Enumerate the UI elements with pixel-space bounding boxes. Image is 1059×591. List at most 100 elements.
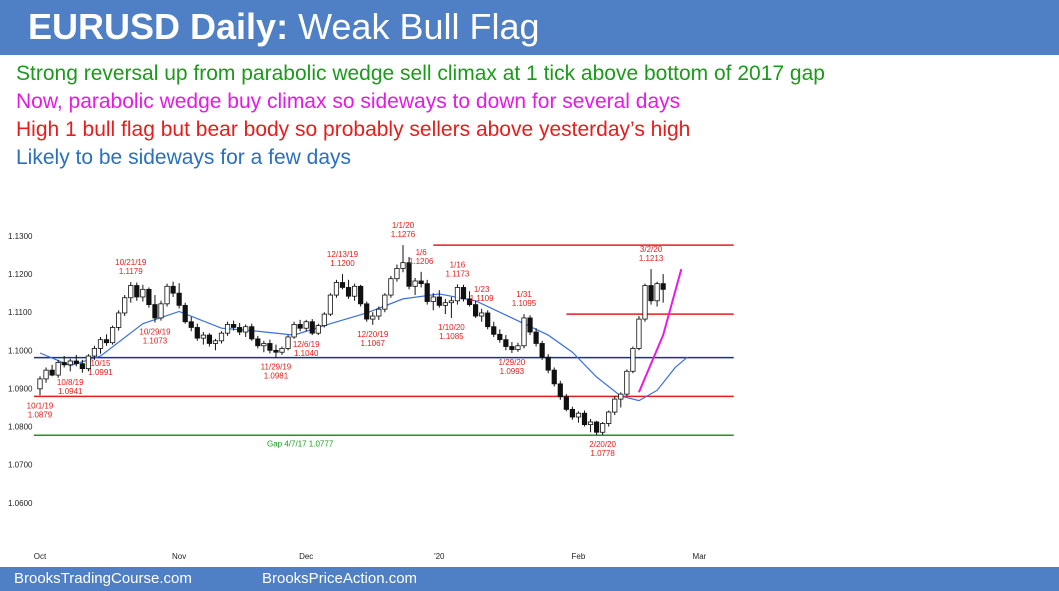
candle-body: [497, 333, 503, 341]
annotation-label: 10/15: [90, 359, 111, 368]
candle-body: [43, 369, 49, 380]
candle-body: [73, 360, 79, 365]
candle-body: [345, 287, 352, 297]
candle-body: [485, 312, 491, 328]
y-tick-label: 1.1200: [8, 270, 33, 279]
annotation-label: 10/21/19: [115, 258, 147, 267]
candle-body: [218, 332, 225, 342]
candle-body: [146, 288, 152, 305]
candle-body: [600, 423, 606, 433]
candle-body: [267, 343, 273, 351]
candle-body: [454, 287, 461, 302]
y-tick-label: 1.1300: [8, 232, 33, 241]
candle-body: [309, 321, 315, 334]
note-line-2: Now, parabolic wedge buy climax so sidew…: [16, 90, 681, 113]
candle-body: [176, 292, 182, 306]
candle-body: [430, 296, 436, 302]
annotation-label: 1/16: [450, 260, 466, 269]
candle-body: [581, 412, 588, 426]
candle-body: [67, 360, 73, 366]
note-line-1: Strong reversal up from parabolic wedge …: [16, 62, 825, 85]
note-line-3: High 1 bull flag but bear body so probab…: [16, 118, 691, 141]
candle-body: [575, 412, 582, 418]
annotation-label: 1.1276: [391, 230, 416, 239]
annotation-label: 10/29/19: [139, 328, 171, 337]
candle-body: [606, 411, 612, 424]
candle-body: [364, 303, 370, 320]
candle-body: [61, 362, 67, 366]
candle-body: [249, 326, 255, 340]
annotation-label: 12/6/19: [293, 340, 320, 349]
candle-body: [418, 280, 424, 285]
y-tick-label: 1.0600: [8, 499, 33, 508]
candle-body: [116, 312, 122, 328]
candle-body: [110, 327, 116, 344]
candle-body: [285, 336, 291, 349]
candle-body: [103, 339, 110, 344]
candle-body: [394, 267, 400, 280]
candle-body: [164, 285, 170, 305]
candle-body: [624, 370, 630, 395]
annotation-label: 1.1200: [330, 259, 355, 268]
candle-body: [479, 312, 485, 317]
candle-body: [339, 282, 346, 288]
footer-link-brookstradingcourse[interactable]: BrooksTradingCourse.com: [14, 570, 192, 587]
candle-body: [376, 308, 382, 317]
candle-body: [327, 294, 334, 315]
candle-body: [321, 313, 327, 326]
x-tick-label: Feb: [572, 552, 586, 561]
candle-body: [563, 396, 569, 410]
annotation-label: 12/20/19: [357, 330, 389, 339]
annotation-label: 1/1/20: [392, 221, 415, 230]
candle-body: [636, 318, 642, 349]
annotation-label: 10/1/19: [27, 401, 54, 410]
candle-body: [85, 355, 91, 370]
candle-body: [630, 348, 636, 372]
annotation-label: 1.1179: [119, 267, 143, 276]
candle-body: [460, 287, 467, 300]
candle-body: [654, 283, 660, 302]
candle-body: [618, 393, 624, 400]
candle-body: [152, 304, 158, 319]
candle-body: [49, 369, 55, 376]
annotation-label: 1.0991: [88, 368, 113, 377]
candle-body: [358, 285, 364, 305]
x-tick-label: Dec: [299, 552, 313, 561]
candle-body: [594, 421, 600, 433]
annotation-label: 11/29/19: [261, 363, 292, 372]
candle-body: [122, 297, 128, 314]
annotation-label: 2/20/20: [589, 440, 616, 449]
annotation-label: 1/23: [474, 285, 490, 294]
candle-body: [194, 327, 200, 339]
candle-body: [351, 285, 358, 297]
candle-body: [91, 348, 98, 357]
candle-body: [545, 356, 551, 371]
x-tick-label: Mar: [693, 552, 707, 561]
annotation-label: 12/13/19: [327, 250, 359, 259]
note-line-4: Likely to be sideways for a few days: [16, 146, 351, 169]
candle-body: [79, 363, 85, 370]
title-rest: Weak Bull Flag: [298, 6, 540, 47]
x-tick-label: Nov: [172, 552, 186, 561]
annotation-label: 1.1213: [639, 254, 664, 263]
annotation-label: 1.0778: [590, 449, 615, 458]
candle-body: [158, 303, 164, 319]
candle-body: [472, 304, 479, 317]
annotation-label: 3/2/20: [640, 245, 663, 254]
candle-body: [503, 339, 509, 347]
commentary: Strong reversal up from parabolic wedge …: [16, 60, 825, 172]
y-tick-label: 1.1100: [8, 308, 32, 317]
wedge-line: [638, 268, 683, 393]
annotation-label: 1/10/20: [438, 323, 465, 332]
candle-body: [400, 262, 406, 269]
candle-body: [279, 348, 285, 353]
candle-body: [188, 321, 194, 328]
candle-body: [527, 317, 533, 333]
candle-body: [182, 304, 188, 323]
y-tick-label: 1.0700: [8, 461, 33, 470]
annotation-label: 1/29/20: [499, 358, 526, 367]
candle-body: [648, 285, 654, 302]
footer-link-brookspriceaction[interactable]: BrooksPriceAction.com: [262, 570, 418, 587]
annotation-label: 1.1073: [143, 337, 168, 346]
candle-body: [255, 338, 261, 347]
